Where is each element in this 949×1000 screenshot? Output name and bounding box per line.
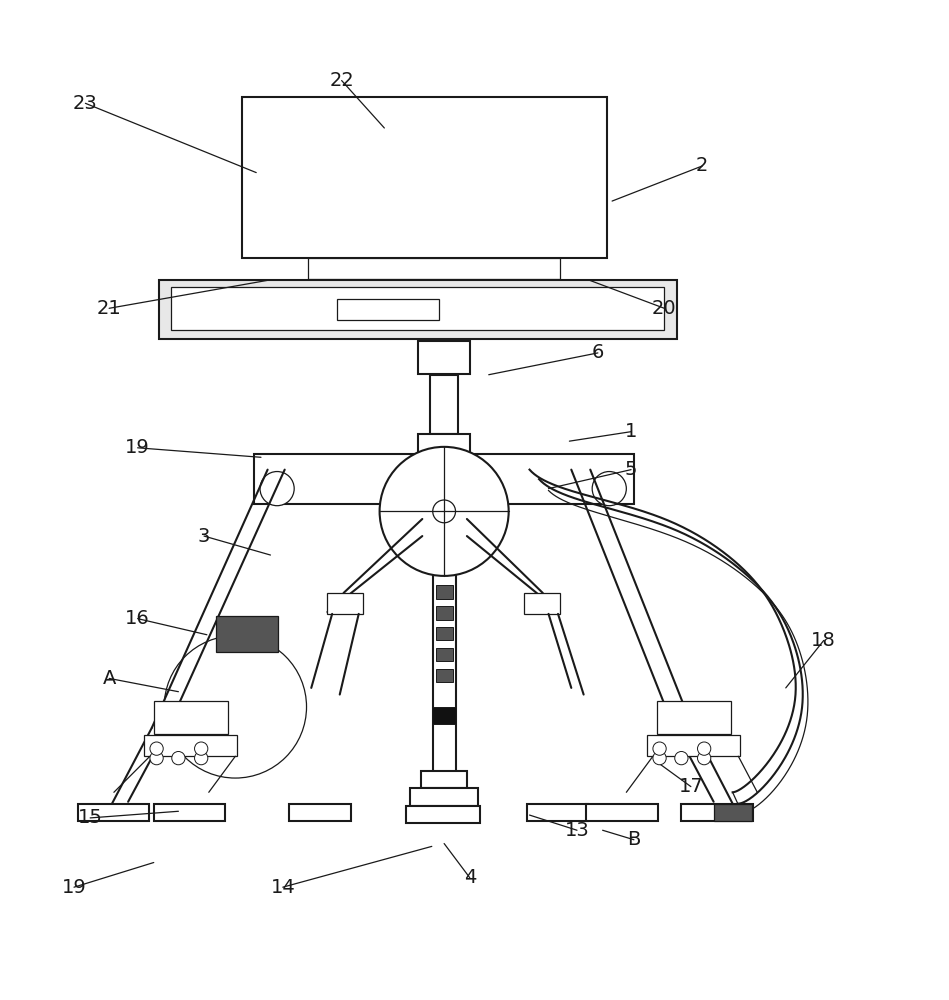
Text: 23: 23 [73, 94, 98, 113]
Bar [421, 771, 467, 788]
Bar [714, 804, 752, 821]
Bar [78, 804, 149, 821]
Circle shape [195, 742, 208, 755]
Bar [433, 504, 456, 784]
Bar [432, 707, 456, 724]
Circle shape [150, 742, 163, 755]
Text: 2: 2 [696, 156, 709, 175]
Circle shape [150, 751, 163, 765]
Bar [586, 804, 658, 821]
Bar [159, 280, 677, 339]
Text: 5: 5 [624, 460, 638, 479]
Circle shape [164, 636, 307, 778]
Bar [647, 735, 740, 756]
Bar [436, 669, 453, 682]
Text: 22: 22 [329, 71, 354, 90]
Bar [242, 97, 607, 258]
Text: 16: 16 [125, 609, 150, 628]
Text: 14: 14 [270, 878, 295, 897]
Text: 19: 19 [125, 438, 150, 457]
Bar [410, 788, 478, 806]
Bar [681, 804, 753, 821]
Text: B: B [627, 830, 641, 849]
Circle shape [592, 472, 626, 506]
Bar [527, 804, 588, 821]
Text: 18: 18 [811, 631, 836, 650]
Text: 17: 17 [679, 777, 703, 796]
Bar [254, 454, 634, 504]
Bar [171, 287, 664, 330]
Bar [421, 504, 467, 521]
Circle shape [653, 742, 666, 755]
Text: A: A [102, 669, 116, 688]
Bar [289, 804, 351, 821]
Circle shape [698, 751, 711, 765]
Circle shape [172, 751, 185, 765]
Bar [327, 593, 363, 614]
Bar [436, 648, 453, 661]
Text: 19: 19 [62, 878, 86, 897]
Bar [308, 258, 560, 279]
Bar [430, 375, 458, 434]
Circle shape [260, 472, 294, 506]
Circle shape [195, 751, 208, 765]
Bar [418, 341, 470, 374]
Bar [337, 299, 439, 320]
Text: 21: 21 [97, 299, 121, 318]
Text: 1: 1 [624, 422, 638, 441]
Bar [144, 735, 237, 756]
Bar [154, 804, 225, 821]
Text: 20: 20 [652, 299, 677, 318]
Bar [436, 585, 453, 599]
Bar [216, 616, 278, 652]
Bar [418, 434, 470, 454]
Circle shape [653, 751, 666, 765]
Text: 13: 13 [565, 821, 589, 840]
Text: 15: 15 [78, 808, 102, 827]
Text: 4: 4 [463, 868, 476, 887]
Text: 3: 3 [197, 527, 211, 546]
Circle shape [675, 751, 688, 765]
Bar [436, 627, 453, 640]
Text: 6: 6 [591, 343, 605, 362]
Bar [154, 701, 228, 734]
Circle shape [433, 500, 456, 523]
Bar [524, 593, 560, 614]
Circle shape [380, 447, 509, 576]
Bar [436, 606, 453, 620]
Bar [657, 701, 731, 734]
Bar [406, 806, 480, 823]
Circle shape [698, 742, 711, 755]
